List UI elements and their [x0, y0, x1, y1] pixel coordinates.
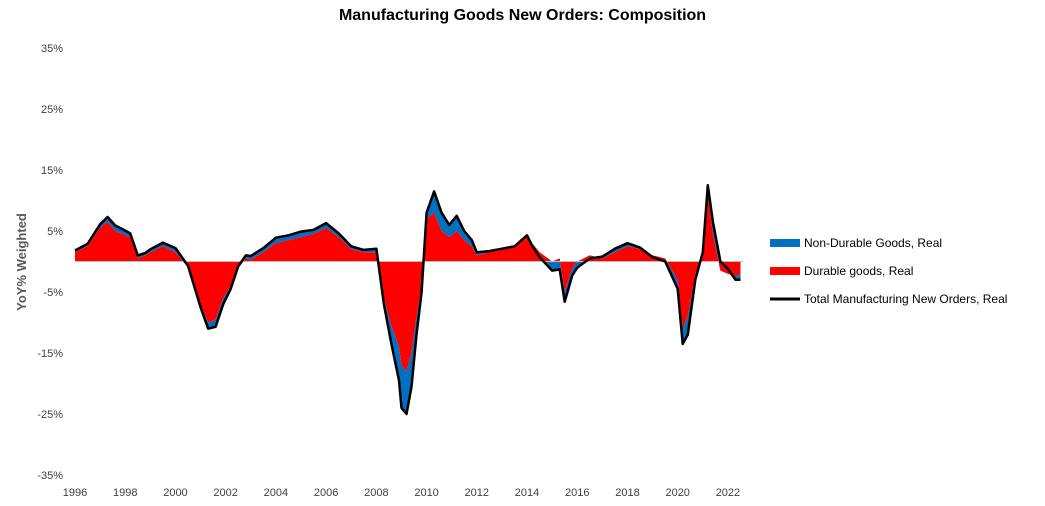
legend-swatch: [770, 267, 800, 275]
x-tick-label: 2018: [615, 487, 639, 499]
y-tick-label: 15%: [41, 165, 63, 177]
y-tick-label: 25%: [41, 104, 63, 116]
area-non-durable-goods: [75, 185, 741, 414]
legend-label: Total Manufacturing New Orders, Real: [804, 292, 1007, 306]
plot-lines: [74, 184, 741, 416]
x-tick-label: 1998: [113, 487, 137, 499]
x-tick-label: 2016: [565, 487, 589, 499]
line-total-manufacturing-new-orders: [74, 184, 741, 416]
x-tick-label: 2006: [314, 487, 338, 499]
area-durable-goods: [75, 194, 741, 372]
y-axis-ticks: 35% 25% 15% 5% -5% -15% -25% -35%: [37, 43, 63, 482]
legend: Non-Durable Goods, Real Durable goods, Re…: [770, 236, 1007, 306]
plot-areas: [75, 185, 741, 414]
y-axis-label: YoY% Weighted: [14, 213, 29, 311]
x-tick-label: 2002: [213, 487, 237, 499]
x-tick-label: 2008: [364, 487, 388, 499]
x-tick-label: 2000: [163, 487, 187, 499]
x-tick-label: 2022: [716, 487, 740, 499]
y-tick-label: -35%: [37, 470, 63, 482]
y-tick-label: -25%: [37, 409, 63, 421]
x-tick-label: 1996: [63, 487, 87, 499]
x-tick-label: 2014: [515, 487, 539, 499]
y-tick-label: 35%: [41, 43, 63, 55]
chart-title: Manufacturing Goods New Orders: Composit…: [338, 7, 707, 24]
x-tick-label: 2004: [264, 487, 288, 499]
legend-label: Non-Durable Goods, Real: [804, 236, 942, 250]
y-tick-label: -5%: [43, 287, 63, 299]
x-tick-label: 2020: [665, 487, 689, 499]
x-tick-label: 2010: [414, 487, 438, 499]
legend-label: Durable goods, Real: [804, 264, 913, 278]
legend-swatch: [770, 239, 800, 247]
y-tick-label: -15%: [37, 348, 63, 360]
y-tick-label: 5%: [47, 226, 63, 238]
x-axis-ticks: 1996 1998 2000 2002 2004 2006 2008 2010 2012 2014…: [63, 487, 740, 499]
x-tick-label: 2012: [465, 487, 489, 499]
